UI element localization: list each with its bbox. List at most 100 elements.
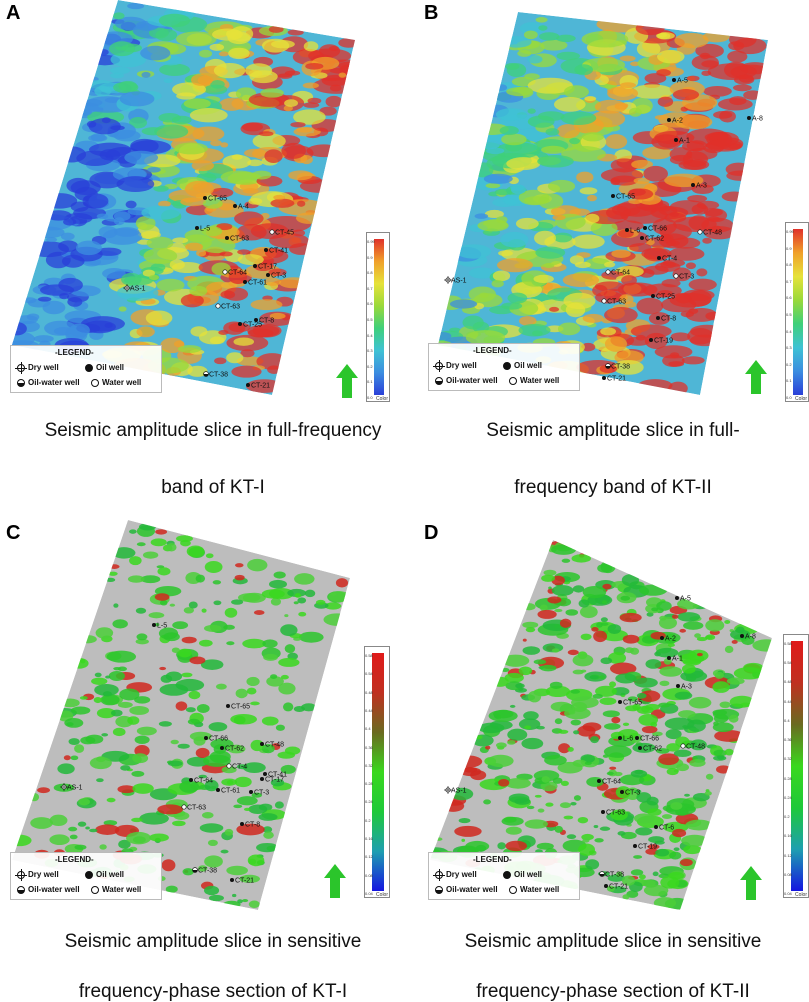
well-label: CT-8 bbox=[259, 318, 274, 325]
well-marker: CT-21 bbox=[604, 884, 628, 891]
legend-water-well: Water well bbox=[102, 885, 142, 894]
well-marker: CT-38 bbox=[599, 871, 624, 879]
well-label: CT-64 bbox=[228, 270, 247, 277]
well-marker: CT-19 bbox=[633, 844, 657, 851]
colorbar-tick: 0.3 bbox=[367, 348, 373, 354]
well-label: L-6 bbox=[623, 736, 633, 743]
legend-water-well: Water well bbox=[520, 885, 560, 894]
panel-label: D bbox=[424, 522, 439, 544]
caption-c-line2: frequency-phase section of KT-I bbox=[78, 981, 348, 1002]
legend-a: -LEGEND- Dry well Oil well Oil-water wel… bbox=[10, 345, 162, 393]
caption-b-line1: Seismic amplitude slice in full- bbox=[486, 420, 740, 441]
panel-label: C bbox=[6, 522, 21, 544]
well-label: CT-3 bbox=[271, 273, 286, 280]
well-label: CT-64 bbox=[194, 778, 213, 785]
legend-d: -LEGEND- Dry well Oil well Oil-water wel… bbox=[428, 852, 580, 900]
well-label: CT-25 bbox=[656, 294, 675, 301]
oil-water-well-icon bbox=[435, 376, 443, 385]
legend-title: -LEGEND- bbox=[473, 346, 512, 355]
well-marker: CT-3 bbox=[249, 790, 269, 797]
north-arrow-icon bbox=[745, 360, 767, 394]
legend-water-well: Water well bbox=[520, 376, 560, 385]
legend-oil-well: Oil well bbox=[96, 363, 125, 372]
well-label: CT-21 bbox=[607, 376, 626, 383]
well-marker: L-6 bbox=[618, 736, 633, 743]
north-arrow-icon bbox=[336, 364, 358, 398]
colorbar-ramp bbox=[791, 641, 803, 891]
legend-oil-water-well: Oil-water well bbox=[28, 378, 80, 387]
well-marker: CT-63 bbox=[181, 804, 206, 812]
well-label: CT-61 bbox=[248, 280, 267, 287]
well-marker: CT-63 bbox=[225, 236, 249, 243]
well-marker: CT-21 bbox=[246, 383, 270, 390]
seismic-map-d: A-5 A-2 A-8 A-1 A-3 CT-65 L-6 CT-66 CT-62 CT-48 CT… bbox=[430, 540, 772, 910]
well-marker: CT-65 bbox=[618, 700, 642, 707]
legend-title: -LEGEND- bbox=[55, 855, 94, 864]
well-marker: AS-1 bbox=[60, 783, 83, 792]
well-marker: CT-61 bbox=[243, 280, 267, 287]
oil-well-icon bbox=[503, 870, 511, 879]
well-label: CT-63 bbox=[606, 810, 625, 817]
well-label: A-3 bbox=[681, 684, 692, 691]
well-marker: CT-17 bbox=[253, 264, 277, 271]
colorbar-tick: 0.36 bbox=[784, 737, 792, 743]
well-label: CT-63 bbox=[221, 304, 240, 311]
well-marker: A-1 bbox=[667, 656, 683, 663]
legend-oil-water-well: Oil-water well bbox=[446, 376, 498, 385]
well-marker: A-4 bbox=[233, 204, 249, 211]
dry-well-icon bbox=[433, 868, 445, 881]
dry-well-icon bbox=[15, 361, 27, 374]
well-marker: CT-63 bbox=[601, 298, 626, 306]
well-marker: CT-4 bbox=[226, 763, 247, 771]
seismic-map-a: CT-65A-4L-5CT-63CT-45CT-41CT-17CT-64CT-6… bbox=[12, 0, 355, 395]
colorbar-tick: 0.48 bbox=[365, 689, 373, 695]
well-marker: CT-8 bbox=[656, 316, 676, 323]
well-label: CT-21 bbox=[251, 383, 270, 390]
well-marker: CT-21 bbox=[602, 376, 626, 383]
colorbar-tick: 0.28 bbox=[365, 781, 373, 787]
amplitude-field bbox=[430, 540, 772, 910]
amplitude-field bbox=[12, 0, 355, 395]
colorbar-tick: 0.16 bbox=[784, 833, 792, 839]
well-label: CT-38 bbox=[605, 872, 624, 879]
legend-oil-well: Oil well bbox=[514, 361, 543, 370]
colorbar-tick: 0.3 bbox=[786, 345, 792, 351]
colorbar-tick: 0.08 bbox=[784, 871, 792, 877]
colorbar-tick: 0.5 bbox=[786, 312, 792, 317]
colorbar-tick: 0.1 bbox=[786, 378, 792, 384]
well-marker: AS-1 bbox=[444, 276, 467, 285]
well-label: A-2 bbox=[665, 636, 676, 643]
colorbar-tick: 0.12 bbox=[365, 854, 373, 860]
well-label: CT-63 bbox=[230, 236, 249, 243]
well-label: CT-8 bbox=[661, 316, 676, 323]
well-marker: CT-19 bbox=[649, 338, 673, 345]
well-label: AS-1 bbox=[67, 785, 83, 792]
well-label: CT-4 bbox=[232, 764, 247, 771]
well-label: A-5 bbox=[677, 78, 688, 85]
well-marker: A-5 bbox=[675, 596, 691, 603]
colorbar-tick: 0.4 bbox=[365, 726, 371, 732]
colorbar-tick: 0.24 bbox=[784, 794, 792, 800]
well-marker: CT-25 bbox=[238, 322, 262, 329]
colorbar-tick: 0.24 bbox=[365, 799, 373, 805]
oil-water-well-icon bbox=[435, 885, 443, 894]
legend-title: -LEGEND- bbox=[473, 855, 512, 864]
water-well-icon bbox=[509, 885, 517, 894]
well-marker: CT-41 bbox=[264, 248, 288, 255]
well-marker: CT-17 bbox=[260, 777, 284, 784]
well-marker: CT-48 bbox=[697, 229, 722, 237]
north-arrow-icon bbox=[740, 866, 762, 900]
well-label: CT-65 bbox=[208, 196, 227, 203]
colorbar-tick: 0.32 bbox=[365, 762, 373, 768]
legend-c: -LEGEND- Dry well Oil well Oil-water wel… bbox=[10, 852, 162, 900]
colorbar-ramp bbox=[372, 653, 384, 891]
colorbar-c: 0.58 0.54 0.48 0.44 0.4 0.36 0.32 0.28 0.24 0.2 0.… bbox=[364, 646, 390, 898]
well-marker: CT-66 bbox=[204, 736, 228, 743]
well-label: CT-64 bbox=[611, 270, 630, 277]
colorbar-tick: 0.1 bbox=[367, 379, 373, 385]
colorbar-tick: 0.9 bbox=[786, 245, 792, 251]
water-well-icon bbox=[91, 378, 99, 387]
well-label: CT-64 bbox=[602, 779, 621, 786]
well-marker: L-6 bbox=[625, 228, 640, 235]
